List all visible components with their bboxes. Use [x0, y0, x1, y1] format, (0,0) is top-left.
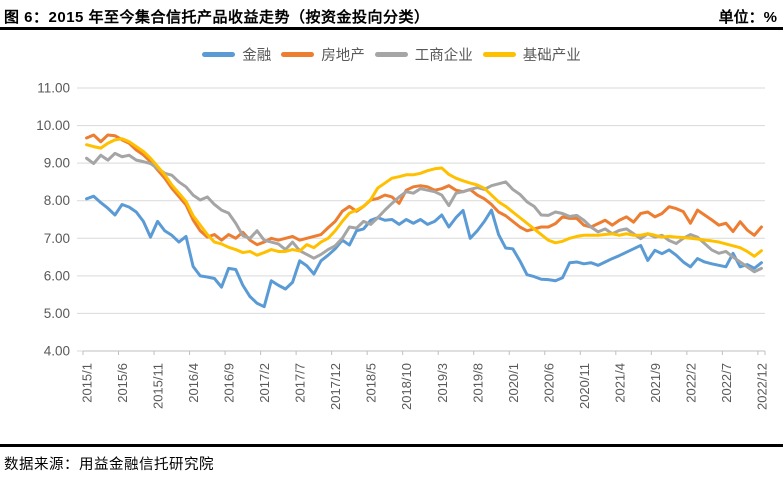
- y-tick-label: 11.00: [37, 81, 70, 96]
- series-line-基础产业: [85, 137, 763, 258]
- data-source-note: 数据来源：用益金融信托研究院: [4, 457, 214, 473]
- legend-line-swatch: [374, 52, 408, 57]
- chart-legend: 金融 房地产 工商企业 基础产业: [0, 44, 783, 65]
- legend-line-swatch: [281, 52, 315, 57]
- x-tick-label: 2018/5: [364, 363, 379, 403]
- x-tick-label: 2017/7: [293, 363, 308, 403]
- y-tick-label: 10.00: [36, 118, 70, 133]
- y-tick-label: 6.00: [44, 268, 70, 283]
- x-tick-label: 2016/4: [186, 363, 201, 403]
- y-tick-label: 8.00: [44, 193, 70, 208]
- legend-line-swatch: [482, 52, 516, 57]
- y-tick-label: 7.00: [44, 231, 70, 246]
- legend-item: 金融: [202, 44, 271, 65]
- top-divider: [0, 27, 783, 30]
- x-tick-label: 2022/12: [754, 363, 769, 410]
- x-tick-label: 2020/6: [541, 363, 556, 403]
- x-tick-label: 2017/12: [328, 363, 343, 410]
- x-tick-label: 2019/8: [470, 363, 485, 403]
- series-line-金融: [85, 194, 763, 309]
- x-tick-label: 2015/11: [151, 363, 166, 409]
- x-tick-label: 2015/6: [115, 363, 130, 403]
- bottom-divider: [0, 444, 783, 447]
- x-tick-label: 2018/10: [399, 363, 414, 410]
- x-tick-label: 2020/11: [577, 363, 592, 409]
- x-tick-label: 2016/9: [222, 363, 237, 403]
- legend-item: 房地产: [281, 44, 365, 65]
- x-tick-label: 2019/3: [435, 363, 450, 403]
- series-line-房地产: [85, 133, 763, 247]
- legend-line-swatch: [202, 52, 236, 57]
- legend-item: 基础产业: [482, 44, 581, 65]
- legend-label: 基础产业: [522, 48, 581, 64]
- y-tick-label: 9.00: [44, 156, 70, 171]
- figure-title: 图 6：2015 年至今集合信托产品收益走势（按资金投向分类）: [4, 9, 430, 26]
- y-tick-label: 5.00: [44, 306, 70, 321]
- unit-label: 单位：%: [718, 9, 777, 26]
- legend-item: 工商企业: [374, 44, 473, 65]
- legend-label: 工商企业: [414, 48, 473, 64]
- x-tick-label: 2022/7: [719, 363, 734, 403]
- x-tick-label: 2017/2: [257, 363, 272, 403]
- legend-label: 房地产: [321, 48, 365, 64]
- x-tick-label: 2022/2: [683, 363, 698, 403]
- y-tick-label: 4.00: [44, 344, 70, 359]
- x-tick-label: 2021/9: [648, 363, 663, 403]
- line-chart: 11.00 10.00 9.00 8.00 7.00 6.00 5.00 4.00 2015/1…: [36, 81, 769, 411]
- x-tick-label: 2020/1: [506, 363, 521, 403]
- legend-label: 金融: [242, 48, 272, 64]
- x-tick-label: 2015/1: [80, 363, 95, 403]
- x-tick-label: 2021/4: [612, 363, 627, 403]
